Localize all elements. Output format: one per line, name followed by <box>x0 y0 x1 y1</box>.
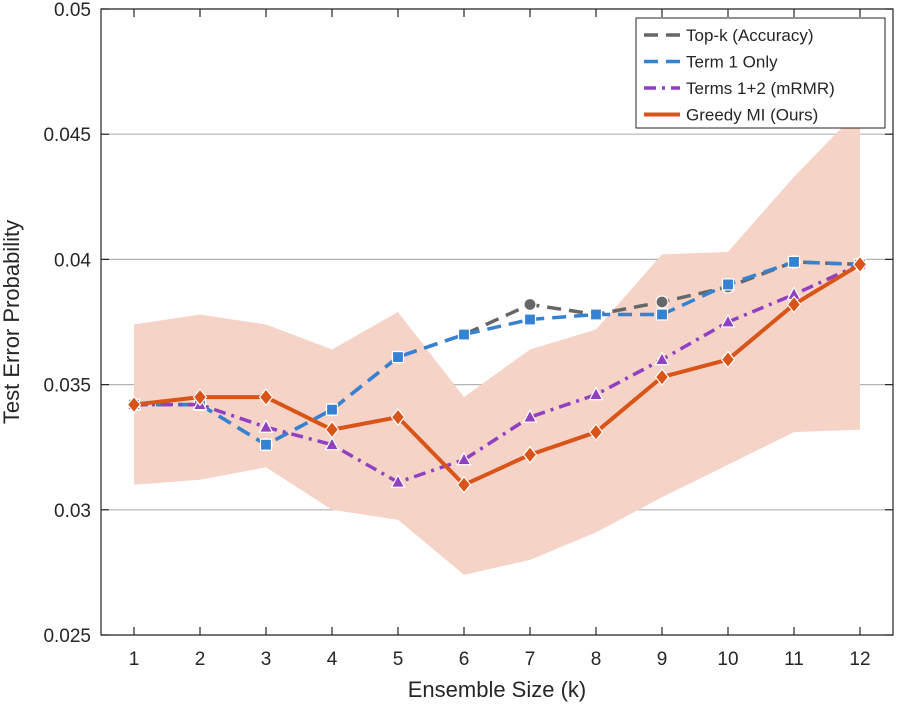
series-2-point-10 <box>720 313 736 328</box>
series-2-point-3 <box>258 418 274 433</box>
series-1-point-4 <box>325 403 339 416</box>
series-3-point-11 <box>786 295 802 314</box>
x-tick-label-11: 11 <box>784 649 804 670</box>
x-tick-label-1: 1 <box>129 649 140 670</box>
series-0-point-7 <box>523 297 537 312</box>
series-3-point-1 <box>126 395 142 414</box>
confidence-band <box>134 109 860 575</box>
y-tick-label-0.045: 0.045 <box>43 125 91 146</box>
x-tick-label-10: 10 <box>717 649 738 670</box>
y-tick-label-0.05: 0.05 <box>54 0 91 21</box>
x-tick-label-2: 2 <box>195 649 206 670</box>
y-axis-label: Test Error Probability <box>0 220 24 424</box>
series-1-point-11 <box>787 255 801 269</box>
y-tick-label-0.025: 0.025 <box>43 626 91 647</box>
x-tick-label-4: 4 <box>327 649 338 670</box>
legend-label-3: Greedy MI (Ours) <box>686 106 818 125</box>
series-3-point-4 <box>324 420 340 439</box>
legend-label-2: Terms 1+2 (mRMR) <box>686 79 835 98</box>
series-1-point-6 <box>457 328 471 341</box>
series-3-point-12 <box>852 255 868 274</box>
series-line-1 <box>134 260 861 447</box>
series-1-point-5 <box>391 350 405 364</box>
plot-frame <box>100 8 894 636</box>
series-3 <box>126 255 868 494</box>
series-3-point-3 <box>258 388 274 407</box>
series-1-point-7 <box>523 313 537 326</box>
series-2-point-5 <box>390 473 406 488</box>
series-3-point-7 <box>522 445 538 464</box>
series-1-point-9 <box>655 308 669 321</box>
confidence-band-layer <box>134 109 860 575</box>
series-2-point-6 <box>456 451 472 466</box>
y-tick-label-0.035: 0.035 <box>43 376 91 397</box>
x-tick-label-9: 9 <box>657 649 668 670</box>
series-3-point-6 <box>456 475 472 494</box>
y-tick-label-0.03: 0.03 <box>54 501 91 522</box>
x-tick-label-7: 7 <box>525 649 536 670</box>
series-3-point-10 <box>720 350 736 369</box>
x-tick-label-5: 5 <box>393 649 404 670</box>
legend-label-0: Top-k (Accuracy) <box>686 26 814 45</box>
series-line-2 <box>134 262 861 485</box>
series-3-point-9 <box>654 368 670 387</box>
series-3-point-5 <box>390 408 406 427</box>
axes-layer: 1 2 3 4 5 6 7 8 9 10 11 120.0250.030.0350.040.0450.… <box>43 0 894 670</box>
series-3-point-2 <box>192 388 208 407</box>
series-0-point-9 <box>655 295 669 309</box>
legend-label-1: Term 1 Only <box>686 53 778 72</box>
series-layer <box>126 255 868 494</box>
series-line-3 <box>133 262 862 487</box>
x-tick-label-8: 8 <box>591 649 602 670</box>
series-1-point-3 <box>259 438 273 451</box>
series-2-point-7 <box>522 408 538 423</box>
series-2-point-8 <box>588 386 604 401</box>
x-tick-label-3: 3 <box>261 649 272 670</box>
x-axis-label: Ensemble Size (k) <box>408 677 587 702</box>
x-tick-label-6: 6 <box>459 649 470 670</box>
series-2-point-4 <box>324 436 340 451</box>
series-line-0 <box>134 260 861 447</box>
series-1-point-8 <box>589 308 603 321</box>
series-2-point-9 <box>654 351 670 366</box>
y-tick-label-0.04: 0.04 <box>54 250 91 271</box>
x-tick-label-12: 12 <box>849 649 870 670</box>
legend: Top-k (Accuracy) Term 1 Only Terms 1+2 (mR… <box>635 17 886 129</box>
series-3-point-8 <box>588 423 604 442</box>
series-1-point-10 <box>721 278 735 291</box>
